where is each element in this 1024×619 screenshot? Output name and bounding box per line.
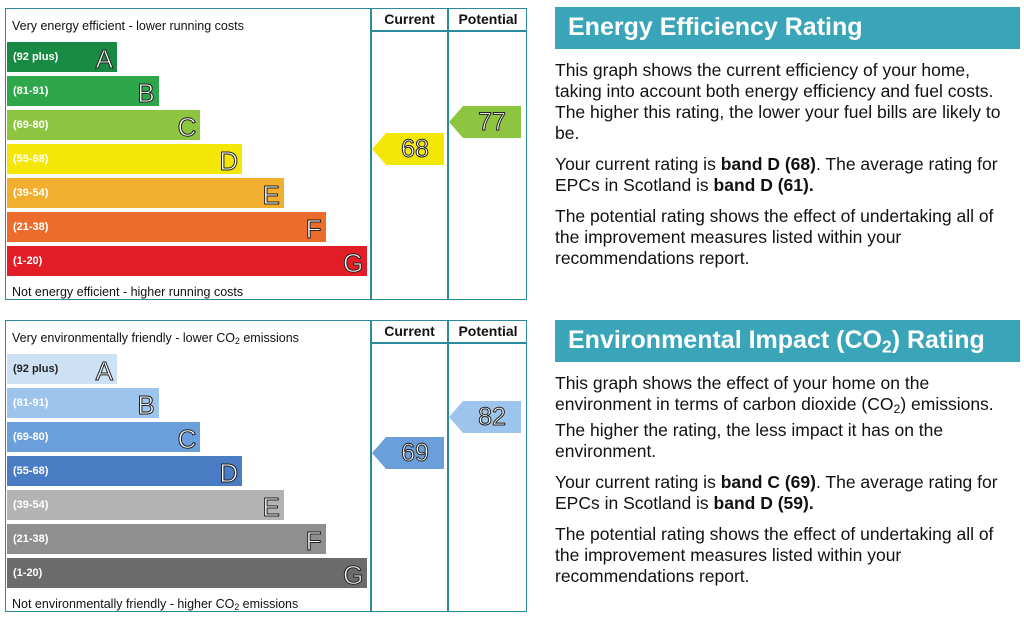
band-range-label: (69-80) [13,431,49,443]
band-letter: E [262,492,280,523]
band-c-bar: (69-80) C [7,422,201,455]
band-range-label: (21-38) [13,533,49,545]
band-d-bar: (55-68) D [7,456,243,489]
potential-rating-pointer: 77 [449,106,521,138]
column-divider [370,9,372,299]
top-note: Very energy efficient - lower running co… [12,19,244,33]
potential-rating-value: 82 [478,403,507,432]
band-a-bar: (92 plus) A [7,42,117,75]
panel-paragraph: The potential rating shows the effect of… [555,206,994,268]
panel-paragraph: Your current rating is band D (68). The … [555,154,998,195]
band-letter: G [342,560,364,591]
band-a-bar: (92 plus) A [7,354,117,387]
band-letter: C [177,112,197,143]
band-range-label: (69-80) [13,119,49,131]
header-potential: Potential [458,11,518,27]
band-letter: F [305,214,322,245]
band-e-bar: (39-54) E [7,490,284,523]
band-e-bar: (39-54) E [7,178,284,211]
band-letter: A [95,44,113,75]
current-rating-pointer: 69 [372,437,444,469]
band-letter: G [342,248,364,279]
band-range-label: (39-54) [13,499,49,511]
band-letter: A [95,356,113,387]
potential-rating-pointer: 82 [449,401,521,433]
environmental-impact-panel: Environmental Impact (CO2) Rating This g… [555,320,1020,587]
band-f-bar: (21-38) F [7,212,326,245]
band-d-bar: (55-68) D [7,144,243,177]
band-c-bar: (69-80) C [7,110,201,143]
band-range-label: (1-20) [13,255,43,267]
band-range-label: (39-54) [13,187,49,199]
band-letter: D [219,146,239,177]
panel-paragraph: Your current rating is band C (69). The … [555,472,998,514]
column-divider [447,321,449,611]
current-rating-pointer: 68 [372,133,444,165]
band-b-bar: (81-91) B [7,388,159,421]
band-letter: E [262,180,280,211]
bottom-note: Not energy efficient - higher running co… [12,285,244,299]
band-range-label: (21-38) [13,221,49,233]
column-divider [370,321,372,611]
panel-title: Energy Efficiency Rating [555,7,1020,49]
potential-rating-value: 77 [478,108,507,137]
energy-rating-chart: Current Potential Very energy efficient … [5,8,527,300]
header-current: Current [384,323,435,339]
band-g-bar: (1-20) G [7,246,368,279]
band-range-label: (55-68) [13,465,49,477]
top-note: Very environmentally friendly - lower CO… [12,331,299,347]
bottom-note: Not environmentally friendly - higher CO… [12,597,299,613]
band-range-label: (92 plus) [13,51,59,63]
band-f-bar: (21-38) F [7,524,326,557]
band-g-bar: (1-20) G [7,558,368,591]
panel-paragraph: This graph shows the effect of your home… [555,373,994,462]
panel-paragraph: The potential rating shows the effect of… [555,524,994,587]
band-range-label: (81-91) [13,85,49,97]
band-range-label: (81-91) [13,397,49,409]
current-rating-value: 68 [401,135,430,164]
band-range-label: (1-20) [13,567,43,579]
header-potential: Potential [458,323,518,339]
energy-efficiency-panel: Energy Efficiency Rating This graph show… [555,7,1020,269]
environmental-impact-chart: Current Potential Very environmentally f… [5,320,527,612]
band-letter: D [219,458,239,489]
panel-title: Environmental Impact (CO2) Rating [555,320,1020,362]
band-letter: F [305,526,322,557]
band-letter: C [177,424,197,455]
panel-paragraph: This graph shows the current efficiency … [555,60,1001,143]
header-line [370,342,526,344]
header-current: Current [384,11,435,27]
band-range-label: (55-68) [13,153,49,165]
band-range-label: (92 plus) [13,363,59,375]
header-line [370,30,526,32]
band-letter: B [137,390,155,421]
current-rating-value: 69 [401,439,430,468]
band-letter: B [137,78,155,109]
band-b-bar: (81-91) B [7,76,159,109]
column-divider [447,9,449,299]
